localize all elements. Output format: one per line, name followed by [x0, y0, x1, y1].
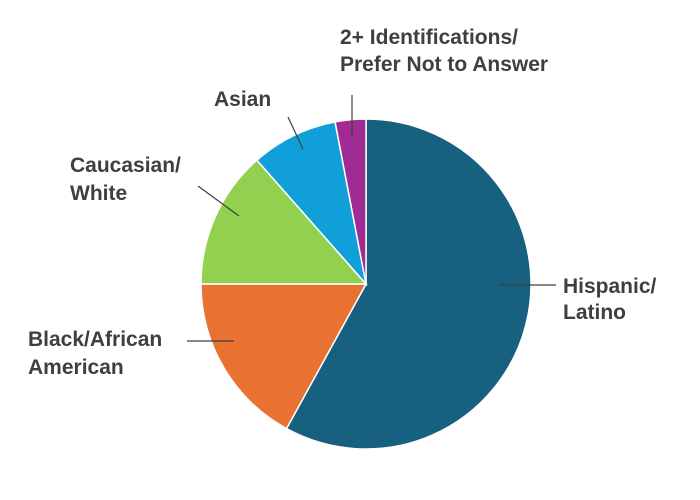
slice-labels: Hispanic/Latino Black/African American Cauc…	[28, 26, 657, 379]
pie-slice-0	[285, 118, 532, 450]
leader-line-3	[287, 116, 304, 150]
leader-lines	[187, 95, 556, 342]
slice-label-1: Black/African American	[28, 328, 162, 379]
slice-label-2: Caucasian/White	[70, 154, 181, 205]
leader-line-2	[197, 185, 240, 217]
pie-slice-2	[200, 159, 368, 285]
pie-slice-1	[200, 283, 368, 430]
slice-label-4: 2+ Identifications/Prefer Not to Answer	[340, 26, 548, 76]
pie-slice-3	[255, 121, 368, 287]
slice-label-0: Hispanic/Latino	[563, 275, 657, 324]
pie-slice-4	[334, 118, 367, 285]
slice-label-3: Asian	[214, 88, 271, 111]
pie-slices	[200, 118, 532, 450]
